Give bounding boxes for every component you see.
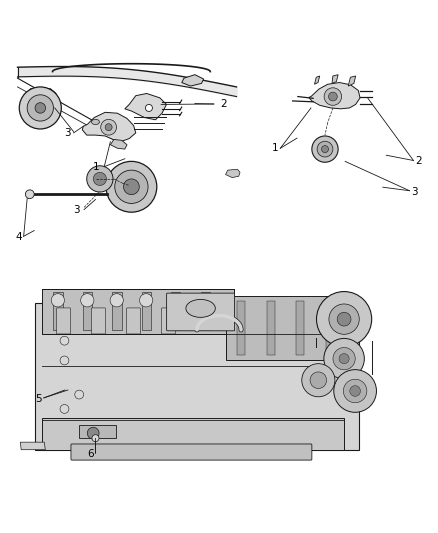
FancyBboxPatch shape xyxy=(326,301,334,355)
Circle shape xyxy=(110,294,124,307)
Circle shape xyxy=(328,92,337,101)
FancyBboxPatch shape xyxy=(267,301,275,355)
Polygon shape xyxy=(82,112,136,142)
Circle shape xyxy=(337,312,351,326)
FancyBboxPatch shape xyxy=(53,292,63,330)
Circle shape xyxy=(60,336,69,345)
Polygon shape xyxy=(125,93,166,120)
Circle shape xyxy=(329,304,359,334)
Polygon shape xyxy=(79,425,116,438)
Circle shape xyxy=(339,353,349,364)
FancyBboxPatch shape xyxy=(142,292,151,330)
FancyBboxPatch shape xyxy=(171,292,180,330)
FancyBboxPatch shape xyxy=(162,308,175,334)
Circle shape xyxy=(343,379,367,403)
Circle shape xyxy=(19,87,61,129)
Ellipse shape xyxy=(92,119,99,125)
Circle shape xyxy=(324,88,342,106)
Text: 3: 3 xyxy=(64,128,71,138)
Circle shape xyxy=(81,294,94,307)
FancyBboxPatch shape xyxy=(112,292,121,330)
Circle shape xyxy=(124,179,139,195)
FancyBboxPatch shape xyxy=(201,292,210,330)
FancyBboxPatch shape xyxy=(237,301,245,355)
Circle shape xyxy=(87,166,113,192)
Circle shape xyxy=(25,190,34,199)
Polygon shape xyxy=(226,169,240,177)
Circle shape xyxy=(92,435,99,442)
FancyBboxPatch shape xyxy=(71,444,312,460)
Circle shape xyxy=(140,294,153,307)
Text: 3: 3 xyxy=(411,187,418,197)
FancyBboxPatch shape xyxy=(166,293,235,331)
Circle shape xyxy=(101,119,117,135)
Text: 2: 2 xyxy=(220,99,227,109)
Circle shape xyxy=(324,338,364,379)
Text: 4: 4 xyxy=(15,232,22,242)
Circle shape xyxy=(93,172,106,185)
Polygon shape xyxy=(332,75,338,84)
Circle shape xyxy=(350,386,360,397)
Text: 2: 2 xyxy=(415,156,422,166)
Text: 3: 3 xyxy=(73,205,80,215)
Polygon shape xyxy=(20,442,46,450)
Polygon shape xyxy=(27,88,56,102)
Circle shape xyxy=(145,104,152,111)
Text: 5: 5 xyxy=(35,394,42,404)
Polygon shape xyxy=(110,140,127,149)
Polygon shape xyxy=(182,75,204,86)
Polygon shape xyxy=(348,76,356,86)
Circle shape xyxy=(27,95,53,121)
Polygon shape xyxy=(309,83,360,109)
Circle shape xyxy=(60,405,69,414)
Circle shape xyxy=(302,364,335,397)
Circle shape xyxy=(317,292,372,347)
Text: 1: 1 xyxy=(272,143,279,154)
Circle shape xyxy=(106,161,157,212)
Circle shape xyxy=(169,294,182,307)
Circle shape xyxy=(317,141,333,157)
Circle shape xyxy=(105,124,112,131)
Circle shape xyxy=(75,390,84,399)
Ellipse shape xyxy=(186,300,215,317)
Circle shape xyxy=(87,427,99,439)
FancyBboxPatch shape xyxy=(83,292,92,330)
Circle shape xyxy=(333,348,355,370)
FancyBboxPatch shape xyxy=(226,296,355,360)
Circle shape xyxy=(35,103,46,113)
Circle shape xyxy=(321,146,328,152)
Circle shape xyxy=(198,294,212,307)
Circle shape xyxy=(51,294,64,307)
FancyBboxPatch shape xyxy=(42,288,234,334)
Text: 1: 1 xyxy=(93,161,100,172)
Circle shape xyxy=(60,356,69,365)
FancyBboxPatch shape xyxy=(296,301,304,355)
FancyBboxPatch shape xyxy=(127,308,140,334)
Text: 6: 6 xyxy=(87,449,94,459)
Circle shape xyxy=(310,372,327,389)
FancyBboxPatch shape xyxy=(57,308,71,334)
FancyBboxPatch shape xyxy=(92,308,106,334)
Polygon shape xyxy=(314,76,320,84)
FancyBboxPatch shape xyxy=(35,303,359,450)
FancyBboxPatch shape xyxy=(42,418,344,450)
Circle shape xyxy=(312,136,338,162)
Circle shape xyxy=(115,170,148,204)
Circle shape xyxy=(334,370,377,413)
